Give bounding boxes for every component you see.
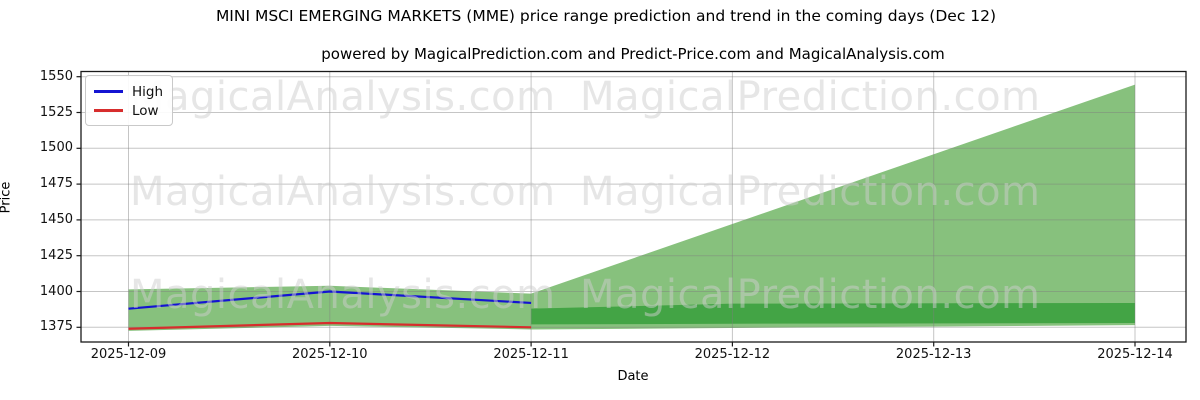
x-axis-label: Date	[617, 369, 649, 384]
x-tick-label: 2025-12-09	[90, 347, 167, 362]
x-tick-label: 2025-12-11	[493, 347, 569, 362]
x-tick-label: 2025-12-12	[694, 347, 771, 362]
forecast-overlap-band-fill	[531, 302, 1135, 325]
series-line-high	[128, 290, 532, 310]
y-tick-label: 1450	[39, 211, 73, 227]
plot-frame	[80, 70, 1187, 343]
legend-high-label: High	[132, 83, 164, 100]
x-tick-label: 2025-12-10	[292, 347, 368, 362]
chart-subtitle: powered by MagicalPrediction.com and Pre…	[321, 45, 945, 63]
y-tick-label: 1425	[39, 247, 73, 263]
x-tick-label: 2025-12-13	[895, 347, 972, 362]
y-tick-label: 1375	[39, 319, 73, 335]
y-axis-label: Price	[0, 181, 14, 214]
legend-entry-high: High	[94, 82, 164, 101]
legend-low-label: Low	[132, 102, 159, 119]
x-tick-label: 2025-12-14	[1097, 347, 1173, 362]
y-tick-label: 1550	[39, 68, 73, 84]
chart-title: MINI MSCI EMERGING MARKETS (MME) price r…	[215, 7, 997, 25]
legend: High Low	[85, 75, 173, 126]
y-tick-label: 1400	[39, 283, 73, 299]
legend-high-line-swatch	[94, 90, 123, 93]
y-tick-label: 1525	[39, 104, 73, 120]
forecast-fan-fill	[531, 84, 1135, 330]
series-line-low	[128, 321, 532, 330]
y-tick-label: 1475	[39, 176, 73, 192]
legend-low-line-swatch	[94, 109, 123, 112]
legend-entry-low: Low	[94, 101, 164, 120]
y-tick-label: 1500	[39, 140, 73, 156]
